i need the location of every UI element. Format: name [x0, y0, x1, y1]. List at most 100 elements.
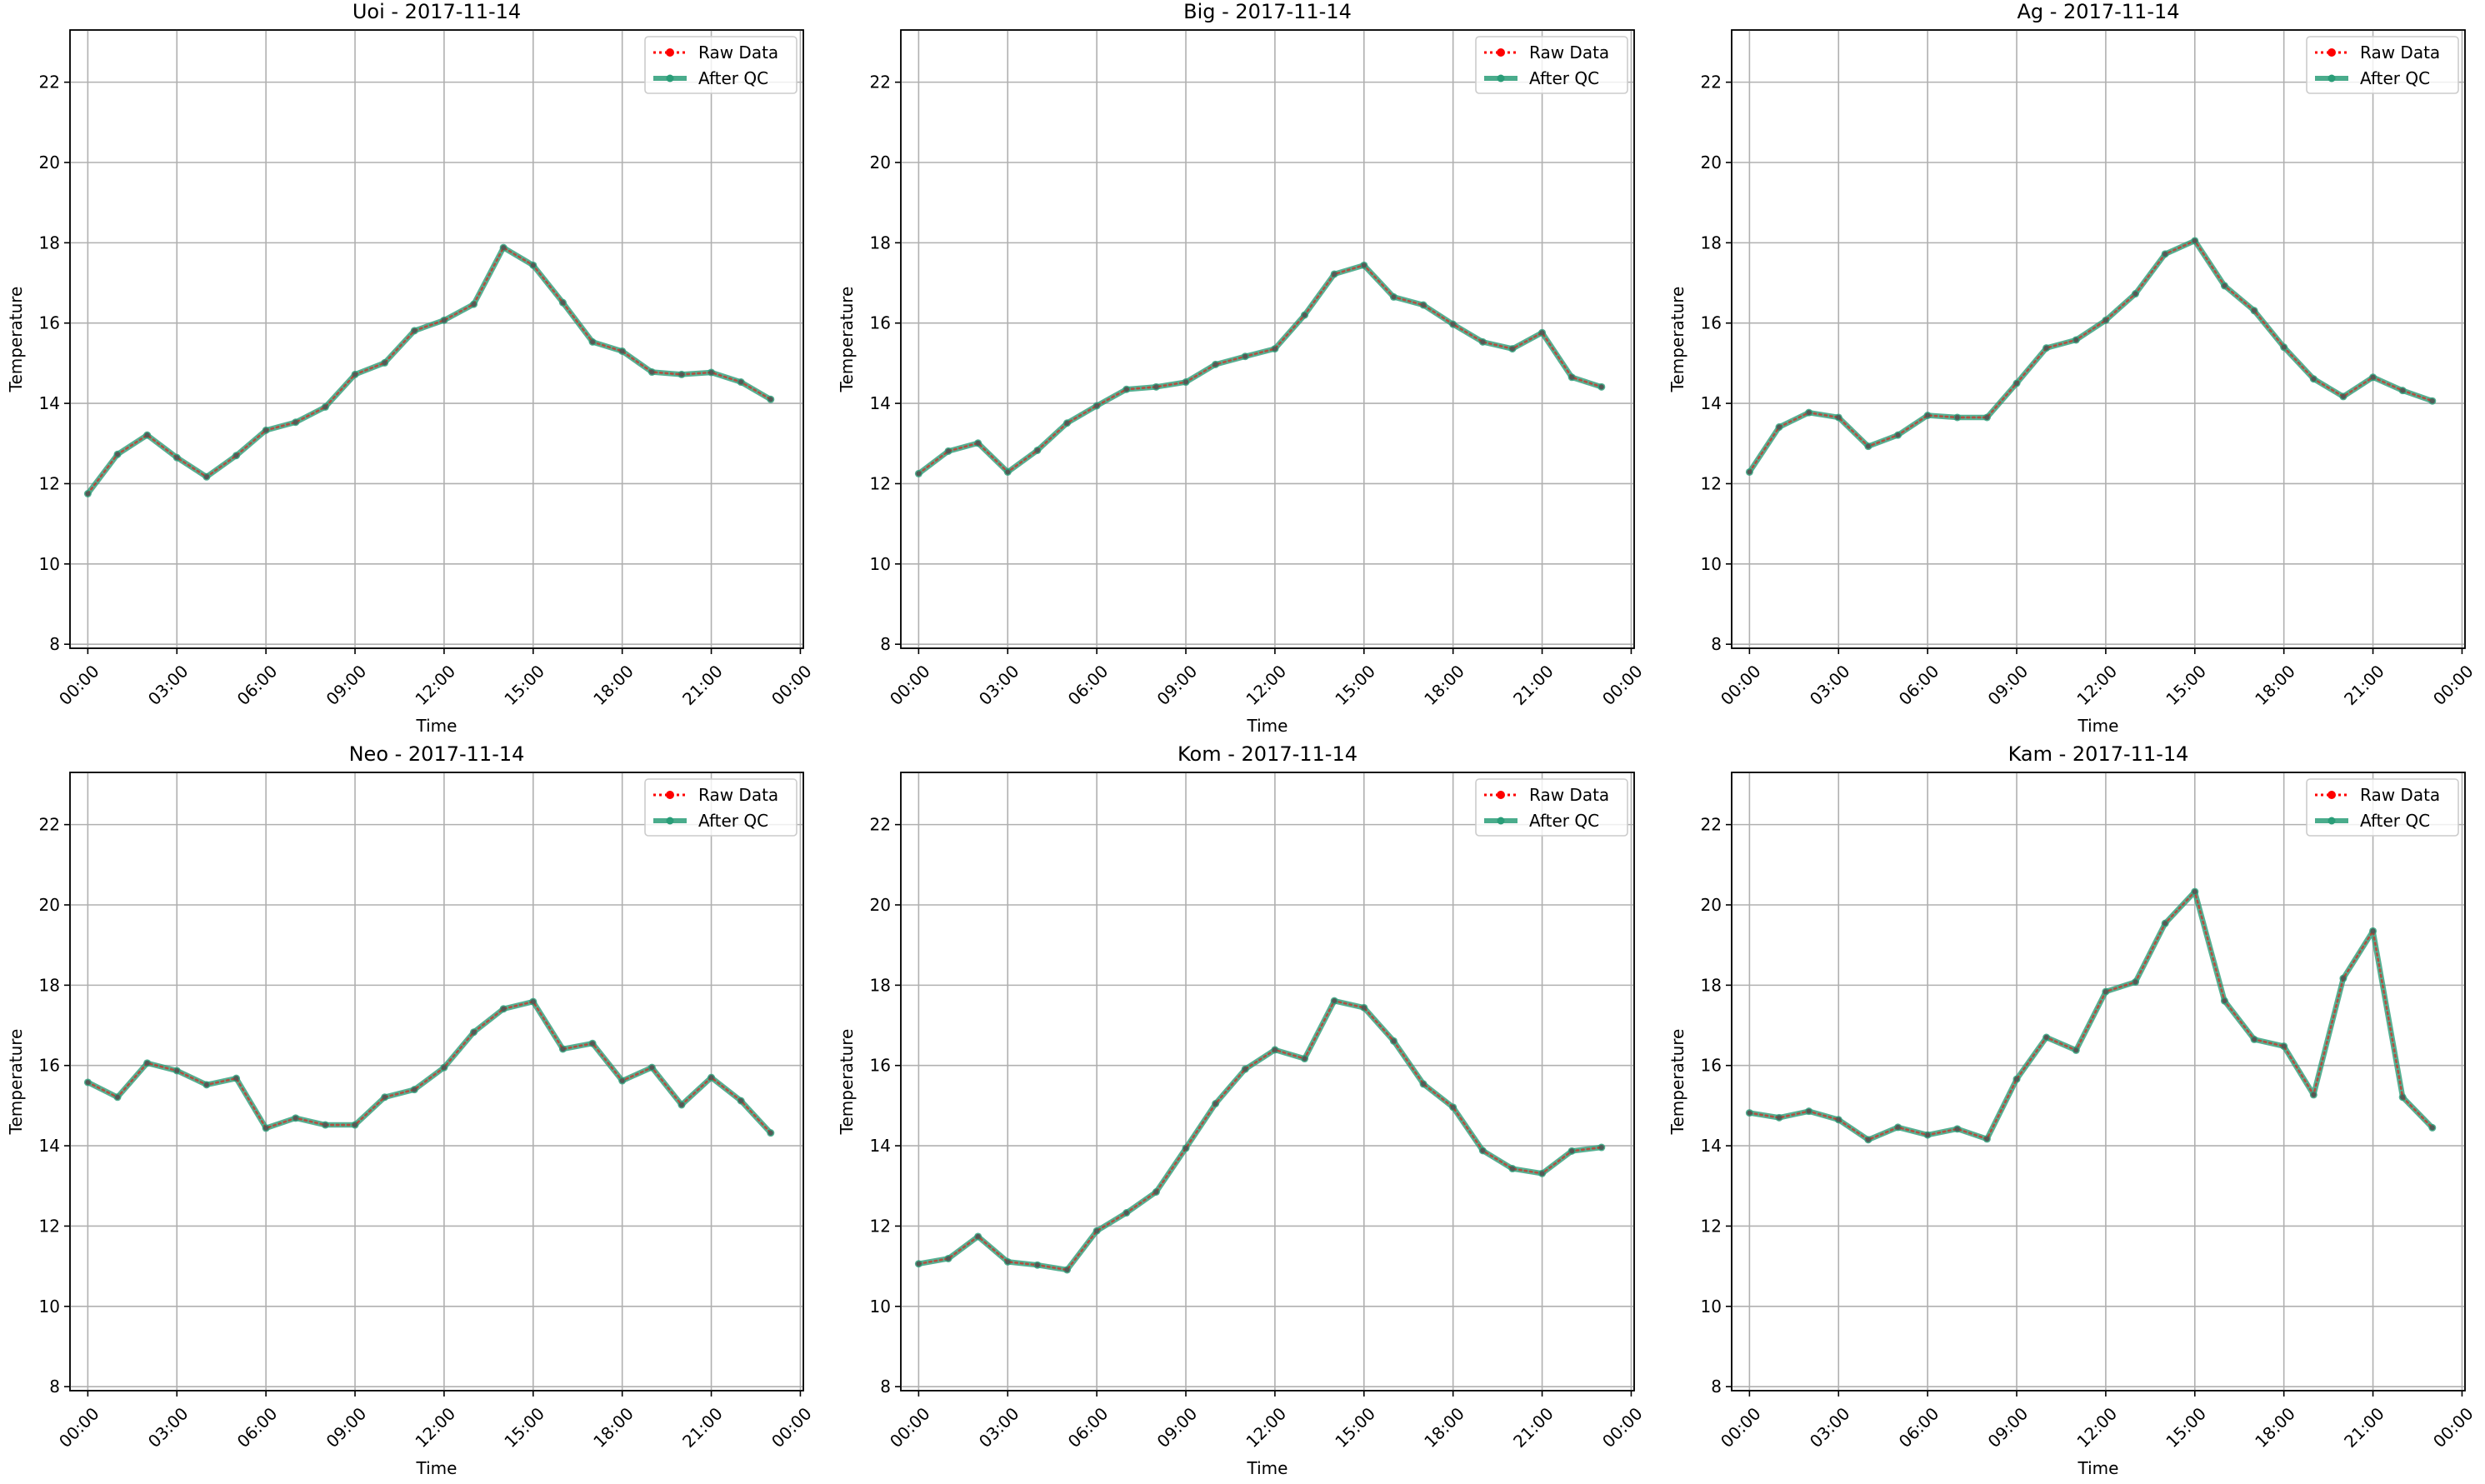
- data-point-raw-data: [1094, 1228, 1100, 1234]
- data-point-raw-data: [322, 404, 328, 410]
- data-point-raw-data: [768, 397, 773, 402]
- plot-border: [69, 772, 804, 1392]
- data-point-raw-data: [946, 1256, 952, 1262]
- series-line-raw-data: [918, 999, 1603, 1272]
- x-tick-label: 15:00: [2162, 1403, 2210, 1452]
- y-tick-label: 14: [1701, 1136, 1722, 1156]
- x-tick-label: 03:00: [144, 1403, 192, 1452]
- y-tick-label: 20: [39, 895, 60, 915]
- data-point-raw-data: [115, 452, 121, 457]
- data-point-raw-data: [2192, 237, 2198, 243]
- data-point-raw-data: [1302, 1056, 1308, 1062]
- data-point-raw-data: [1569, 1148, 1575, 1154]
- data-point-raw-data: [1005, 1259, 1011, 1265]
- data-point-raw-data: [263, 1125, 269, 1131]
- data-point-raw-data: [2340, 393, 2346, 399]
- x-tick-label: 09:00: [1984, 1403, 2032, 1452]
- x-tick-label: 21:00: [2340, 661, 2388, 709]
- y-axis-label: Temperature: [1668, 1029, 1688, 1136]
- x-tick-label: 00:00: [2429, 661, 2478, 709]
- y-tick-label: 18: [870, 232, 891, 252]
- data-point-raw-data: [1272, 346, 1278, 352]
- data-point-raw-data: [292, 1115, 298, 1121]
- data-point-raw-data: [1954, 1126, 1960, 1132]
- data-point-raw-data: [144, 1060, 150, 1066]
- data-point-raw-data: [560, 300, 566, 306]
- data-point-raw-data: [975, 1233, 981, 1239]
- data-point-raw-data: [263, 427, 269, 433]
- data-point-raw-data: [1777, 1115, 1782, 1121]
- data-point-raw-data: [1183, 1145, 1189, 1151]
- data-point-raw-data: [1480, 1147, 1486, 1153]
- data-point-raw-data: [946, 448, 952, 454]
- y-tick-label: 14: [39, 1136, 60, 1156]
- data-point-raw-data: [1064, 1267, 1070, 1272]
- data-point-raw-data: [1421, 302, 1427, 308]
- data-point-raw-data: [1332, 271, 1338, 277]
- data-point-raw-data: [501, 245, 507, 251]
- x-tick-label: 12:00: [411, 1403, 459, 1452]
- y-tick-label: 12: [39, 473, 60, 493]
- data-point-raw-data: [1539, 330, 1545, 336]
- data-point-raw-data: [412, 1087, 418, 1092]
- data-point-raw-data: [2162, 921, 2168, 927]
- data-point-raw-data: [916, 1261, 922, 1267]
- data-point-raw-data: [1212, 1101, 1218, 1107]
- data-point-raw-data: [1954, 414, 1960, 420]
- data-point-raw-data: [1865, 443, 1871, 449]
- data-point-raw-data: [1450, 322, 1456, 327]
- data-point-raw-data: [560, 1046, 566, 1052]
- data-point-raw-data: [2222, 282, 2228, 288]
- data-point-raw-data: [1005, 469, 1011, 475]
- y-tick-label: 12: [1701, 473, 1722, 493]
- data-point-raw-data: [678, 1102, 684, 1107]
- plot-area: [900, 772, 1635, 1392]
- x-tick-label: 15:00: [500, 1403, 548, 1452]
- y-tick-label: 14: [870, 1136, 891, 1156]
- data-point-raw-data: [2132, 291, 2138, 297]
- data-point-raw-data: [85, 1079, 91, 1085]
- legend-label-after-qc: After QC: [698, 811, 768, 831]
- chart-panel: 00:00 03:00 06:00 09:00 12:00 15:00 18:00 21:00…: [837, 0, 1647, 736]
- x-tick-label: 00:00: [1717, 661, 1765, 709]
- data-point-raw-data: [1391, 1038, 1397, 1044]
- data-point-raw-data: [768, 1130, 773, 1136]
- x-axis-label: Time: [2078, 1458, 2119, 1478]
- x-tick-label: 06:00: [1895, 1403, 1943, 1452]
- data-point-raw-data: [1421, 1081, 1427, 1087]
- data-point-raw-data: [2192, 889, 2198, 895]
- data-point-raw-data: [2429, 398, 2435, 404]
- x-tick-label: 21:00: [1509, 1403, 1558, 1452]
- legend-label-after-qc: After QC: [1529, 68, 1599, 88]
- x-tick-label: 15:00: [500, 661, 548, 709]
- chart-panel: 00:00 03:00 06:00 09:00 12:00 15:00 18:00 21:00…: [6, 0, 816, 736]
- data-point-raw-data: [1183, 379, 1189, 385]
- y-tick-label: 12: [870, 1216, 891, 1236]
- data-point-raw-data: [649, 1065, 655, 1071]
- plot-border: [900, 772, 1635, 1392]
- plot-border: [1731, 29, 2466, 649]
- data-point-raw-data: [1123, 387, 1129, 392]
- legend-marker-raw-data: [1497, 791, 1505, 799]
- data-point-raw-data: [1569, 374, 1575, 380]
- data-point-raw-data: [619, 348, 625, 354]
- data-point-raw-data: [649, 369, 655, 375]
- data-point-raw-data: [1391, 294, 1397, 300]
- x-tick-label: 18:00: [2251, 1403, 2299, 1452]
- x-tick-label: 18:00: [589, 661, 638, 709]
- plot-area: [69, 29, 804, 649]
- y-tick-label: 16: [1701, 1056, 1722, 1076]
- y-tick-label: 22: [870, 72, 891, 92]
- data-point-raw-data: [2370, 928, 2376, 934]
- y-axis-label: Temperature: [837, 1029, 857, 1136]
- data-point-raw-data: [471, 1029, 477, 1035]
- y-axis-label: Temperature: [837, 287, 857, 393]
- data-point-raw-data: [1094, 402, 1100, 408]
- data-point-raw-data: [2311, 1092, 2317, 1097]
- x-axis-label: Time: [1247, 1458, 1288, 1478]
- y-tick-label: 14: [870, 393, 891, 413]
- chart-title: Big - 2017-11-14: [1183, 0, 1352, 23]
- data-point-raw-data: [1034, 447, 1040, 453]
- series-line-raw-data: [87, 246, 772, 495]
- data-point-raw-data: [1806, 1108, 1812, 1114]
